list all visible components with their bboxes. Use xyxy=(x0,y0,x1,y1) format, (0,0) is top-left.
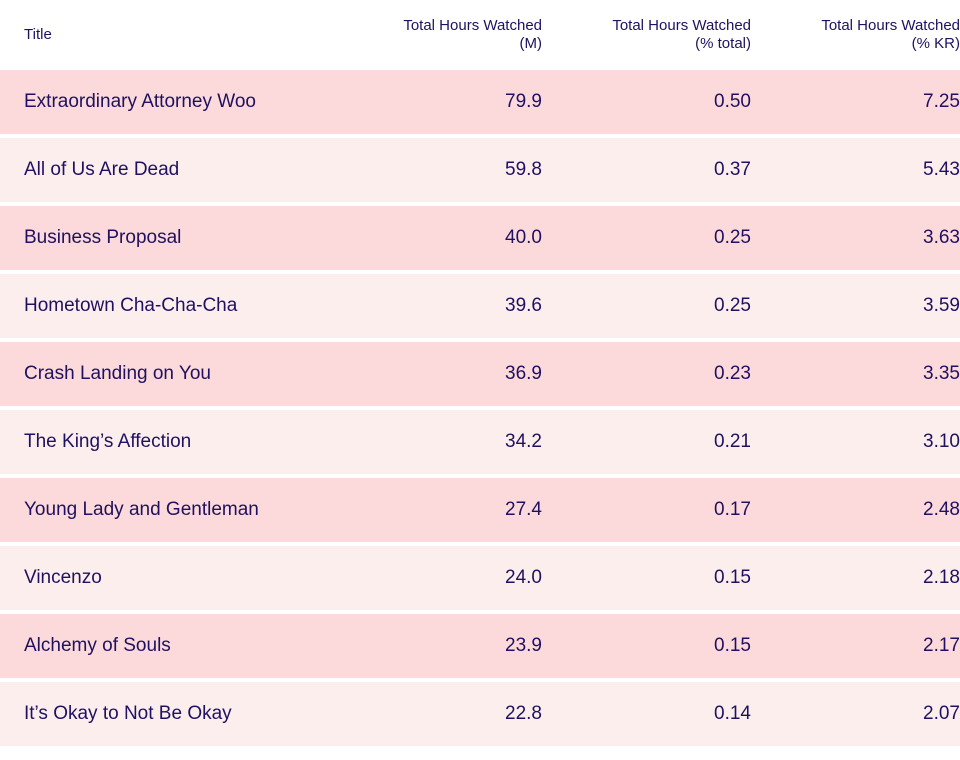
row-hours-m: 34.2 xyxy=(505,431,542,452)
row-hours-pct-kr: 2.48 xyxy=(923,499,960,520)
row-title: It’s Okay to Not Be Okay xyxy=(24,703,232,724)
row-hours-pct-kr: 3.10 xyxy=(923,431,960,452)
row-title: All of Us Are Dead xyxy=(24,159,180,180)
row-hours-m: 40.0 xyxy=(505,227,542,248)
row-hours-pct-kr: 2.07 xyxy=(923,703,960,724)
row-hours-m: 22.8 xyxy=(505,703,542,724)
row-hours-pct-kr: 5.43 xyxy=(923,159,960,180)
row-hours-m: 59.8 xyxy=(505,159,542,180)
table-row: Hometown Cha-Cha-Cha 39.6 0.25 3.59 xyxy=(0,274,960,338)
row-hours-pct-kr: 2.18 xyxy=(923,567,960,588)
header-hours-pct-kr: Total Hours Watched (% KR) xyxy=(751,17,960,53)
table-row: The King’s Affection 34.2 0.21 3.10 xyxy=(0,410,960,474)
table-row: Vincenzo 24.0 0.15 2.18 xyxy=(0,546,960,610)
header-hours-m-line-1: Total Hours Watched xyxy=(403,17,542,34)
table-body: Extraordinary Attorney Woo 79.9 0.50 7.2… xyxy=(0,70,960,750)
table-row: Extraordinary Attorney Woo 79.9 0.50 7.2… xyxy=(0,70,960,134)
row-hours-pct-total: 0.50 xyxy=(714,91,751,112)
row-hours-pct-total: 0.14 xyxy=(714,703,751,724)
table-row: Crash Landing on You 36.9 0.23 3.35 xyxy=(0,342,960,406)
row-hours-pct-kr: 3.35 xyxy=(923,363,960,384)
row-hours-pct-total: 0.25 xyxy=(714,295,751,316)
row-title: Crash Landing on You xyxy=(24,363,211,384)
row-hours-pct-total: 0.17 xyxy=(714,499,751,520)
table-row: It’s Okay to Not Be Okay 22.8 0.14 2.07 xyxy=(0,682,960,746)
row-hours-pct-total: 0.37 xyxy=(714,159,751,180)
row-hours-pct-kr: 3.59 xyxy=(923,295,960,316)
table-row: Business Proposal 40.0 0.25 3.63 xyxy=(0,206,960,270)
header-title-line-1: Title xyxy=(24,26,52,43)
row-hours-m: 36.9 xyxy=(505,363,542,384)
row-title: Extraordinary Attorney Woo xyxy=(24,91,256,112)
row-hours-pct-total: 0.15 xyxy=(714,635,751,656)
header-hours-m: Total Hours Watched (M) xyxy=(332,17,542,53)
row-title: Business Proposal xyxy=(24,227,182,248)
row-hours-m: 23.9 xyxy=(505,635,542,656)
header-hours-pct-total-line-2: (% total) xyxy=(695,35,751,52)
row-hours-m: 27.4 xyxy=(505,499,542,520)
row-title: Hometown Cha-Cha-Cha xyxy=(24,295,238,316)
row-title: Young Lady and Gentleman xyxy=(24,499,259,520)
row-hours-pct-kr: 7.25 xyxy=(923,91,960,112)
header-hours-pct-kr-line-1: Total Hours Watched xyxy=(821,17,960,34)
row-hours-m: 39.6 xyxy=(505,295,542,316)
table-row: All of Us Are Dead 59.8 0.37 5.43 xyxy=(0,138,960,202)
row-hours-m: 24.0 xyxy=(505,567,542,588)
table-header: Title Total Hours Watched (M) Total Hour… xyxy=(0,0,960,70)
header-title: Title xyxy=(24,26,332,44)
row-hours-pct-total: 0.21 xyxy=(714,431,751,452)
row-hours-pct-kr: 3.63 xyxy=(923,227,960,248)
header-hours-m-line-2: (M) xyxy=(519,35,543,52)
table-row: Young Lady and Gentleman 27.4 0.17 2.48 xyxy=(0,478,960,542)
header-hours-pct-total-line-1: Total Hours Watched xyxy=(612,17,751,34)
row-hours-m: 79.9 xyxy=(505,91,542,112)
row-title: Vincenzo xyxy=(24,567,102,588)
row-hours-pct-total: 0.15 xyxy=(714,567,751,588)
row-title: The King’s Affection xyxy=(24,431,192,452)
header-hours-pct-kr-line-2: (% KR) xyxy=(911,35,960,52)
row-hours-pct-total: 0.25 xyxy=(714,227,751,248)
header-hours-pct-total: Total Hours Watched (% total) xyxy=(542,17,751,53)
row-title: Alchemy of Souls xyxy=(24,635,171,656)
row-hours-pct-total: 0.23 xyxy=(714,363,751,384)
table-row: Alchemy of Souls 23.9 0.15 2.17 xyxy=(0,614,960,678)
row-hours-pct-kr: 2.17 xyxy=(923,635,960,656)
